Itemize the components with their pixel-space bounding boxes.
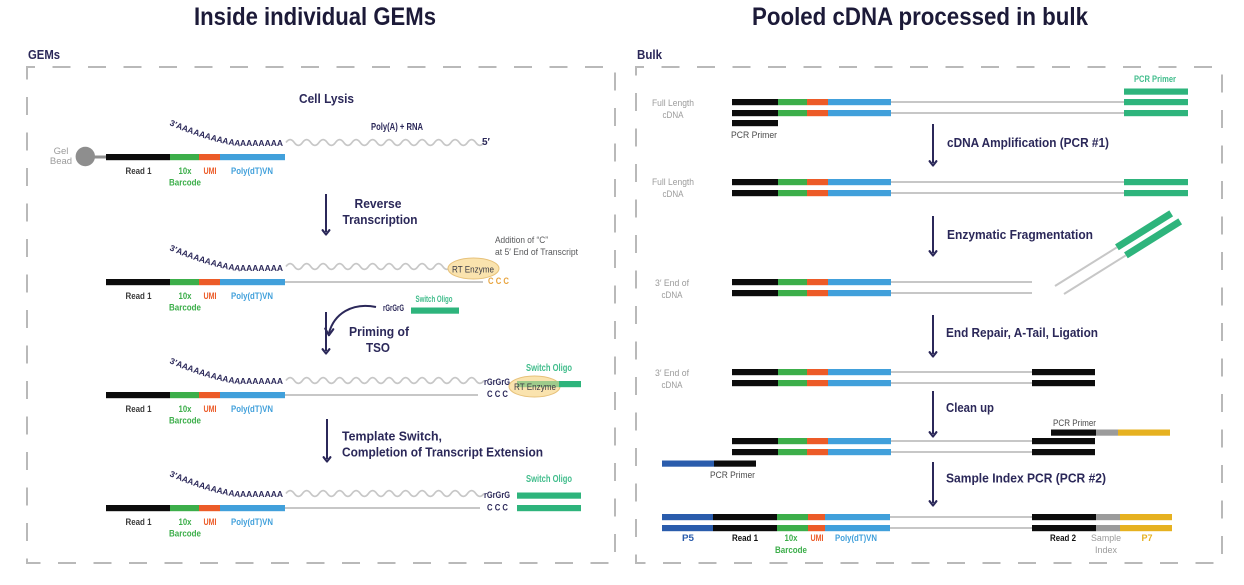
- svg-text:UMI: UMI: [811, 533, 824, 544]
- svg-text:Pooled cDNA processed in bulk: Pooled cDNA processed in bulk: [752, 3, 1088, 31]
- svg-text:Full Length: Full Length: [652, 98, 694, 109]
- svg-text:End Repair, A-Tail, Ligation: End Repair, A-Tail, Ligation: [946, 325, 1098, 340]
- svg-text:Bulk: Bulk: [637, 47, 663, 62]
- svg-text:Priming of: Priming of: [349, 324, 410, 339]
- svg-text:10x: 10x: [179, 166, 193, 177]
- svg-text:rGrGrG: rGrGrG: [383, 303, 404, 314]
- svg-text:Template Switch,: Template Switch,: [342, 429, 442, 444]
- svg-text:PCR Primer: PCR Primer: [710, 470, 755, 481]
- svg-text:10x: 10x: [179, 291, 193, 302]
- svg-text:5′: 5′: [482, 137, 491, 148]
- svg-text:10x: 10x: [785, 533, 799, 544]
- svg-text:Barcode: Barcode: [775, 545, 807, 556]
- svg-text:at 5′ End of Transcript: at 5′ End of Transcript: [495, 247, 578, 258]
- svg-text:Read 1: Read 1: [126, 166, 153, 177]
- svg-text:Poly(dT)VN: Poly(dT)VN: [231, 517, 273, 528]
- svg-text:Barcode: Barcode: [169, 178, 201, 189]
- svg-text:Barcode: Barcode: [169, 529, 201, 540]
- svg-text:Switch Oligo: Switch Oligo: [416, 294, 453, 305]
- svg-text:Read 2: Read 2: [1050, 533, 1076, 544]
- svg-text:Enzymatic Fragmentation: Enzymatic Fragmentation: [947, 227, 1093, 242]
- svg-text:TSO: TSO: [366, 340, 390, 355]
- svg-text:Barcode: Barcode: [169, 416, 201, 427]
- svg-text:C C C: C C C: [487, 503, 508, 514]
- svg-text:Sample Index PCR (PCR #2): Sample Index PCR (PCR #2): [946, 471, 1106, 486]
- svg-text:Read 1: Read 1: [732, 533, 759, 544]
- svg-text:Full Length: Full Length: [652, 177, 694, 188]
- svg-text:Switch Oligo: Switch Oligo: [526, 363, 572, 374]
- svg-text:Inside individual GEMs: Inside individual GEMs: [194, 3, 436, 31]
- svg-text:rGrGrG: rGrGrG: [484, 490, 510, 501]
- svg-text:Bead: Bead: [50, 156, 72, 167]
- svg-text:Poly(dT)VN: Poly(dT)VN: [231, 166, 273, 177]
- svg-text:UMI: UMI: [204, 291, 217, 302]
- svg-text:Read 1: Read 1: [126, 517, 153, 528]
- svg-text:P7: P7: [1142, 533, 1153, 544]
- svg-text:PCR Primer: PCR Primer: [1134, 74, 1176, 85]
- svg-text:Transcription: Transcription: [343, 212, 418, 227]
- svg-text:Poly(A) + RNA: Poly(A) + RNA: [371, 122, 423, 133]
- svg-text:Index: Index: [1095, 545, 1117, 556]
- svg-text:10x: 10x: [179, 517, 193, 528]
- svg-text:GEMs: GEMs: [28, 47, 60, 62]
- svg-text:cDNA: cDNA: [663, 189, 685, 200]
- svg-text:Completion of Transcript Exten: Completion of Transcript Extension: [342, 445, 543, 460]
- svg-text:UMI: UMI: [204, 404, 217, 415]
- svg-text:RT Enzyme: RT Enzyme: [452, 265, 494, 276]
- svg-text:Read 1: Read 1: [126, 404, 153, 415]
- svg-text:Switch Oligo: Switch Oligo: [526, 474, 572, 485]
- svg-text:Poly(dT)VN: Poly(dT)VN: [835, 533, 877, 544]
- svg-text:C C C: C C C: [487, 389, 508, 400]
- svg-text:Sample: Sample: [1091, 533, 1121, 544]
- svg-text:cDNA: cDNA: [662, 380, 684, 391]
- svg-text:3′ End of: 3′ End of: [655, 278, 689, 289]
- svg-text:UMI: UMI: [204, 166, 217, 177]
- svg-text:Reverse: Reverse: [355, 196, 402, 211]
- svg-text:cDNA: cDNA: [663, 110, 685, 121]
- svg-text:Addition of “C”: Addition of “C”: [495, 235, 548, 246]
- svg-text:P5: P5: [682, 533, 695, 544]
- svg-text:Clean up: Clean up: [946, 400, 994, 415]
- svg-text:UMI: UMI: [204, 517, 217, 528]
- svg-text:PCR Primer: PCR Primer: [731, 130, 777, 141]
- svg-text:RT Enzyme: RT Enzyme: [514, 382, 556, 393]
- svg-text:Gel: Gel: [54, 146, 69, 157]
- svg-text:cDNA Amplification (PCR #1): cDNA Amplification (PCR #1): [947, 135, 1109, 150]
- svg-text:Read 1: Read 1: [126, 291, 153, 302]
- svg-text:rGrGrG: rGrGrG: [484, 377, 510, 388]
- svg-text:Poly(dT)VN: Poly(dT)VN: [231, 404, 273, 415]
- svg-text:Barcode: Barcode: [169, 303, 201, 314]
- svg-text:cDNA: cDNA: [662, 290, 684, 301]
- svg-text:10x: 10x: [179, 404, 193, 415]
- svg-text:Poly(dT)VN: Poly(dT)VN: [231, 291, 273, 302]
- svg-text:3′ End of: 3′ End of: [655, 368, 689, 379]
- svg-text:PCR Primer: PCR Primer: [1053, 418, 1096, 429]
- svg-text:Cell Lysis: Cell Lysis: [299, 91, 354, 106]
- svg-text:C C C: C C C: [488, 276, 509, 287]
